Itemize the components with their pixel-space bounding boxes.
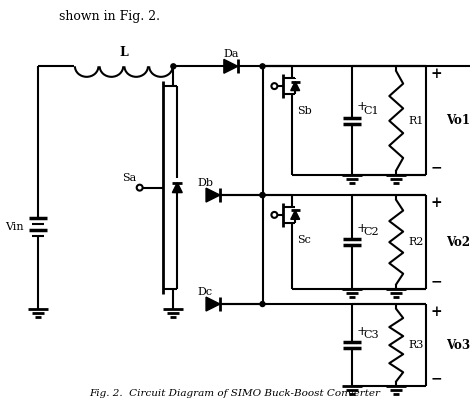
Circle shape xyxy=(260,64,265,69)
Text: +: + xyxy=(356,101,367,114)
Text: R3: R3 xyxy=(408,340,423,350)
Text: −: − xyxy=(431,371,443,385)
Circle shape xyxy=(260,302,265,306)
Text: +: + xyxy=(431,67,443,81)
Text: C2: C2 xyxy=(364,227,379,237)
Text: Sc: Sc xyxy=(297,235,311,245)
Polygon shape xyxy=(173,183,182,193)
Circle shape xyxy=(171,64,176,69)
Polygon shape xyxy=(224,59,238,73)
Text: Vo3: Vo3 xyxy=(446,339,470,352)
Text: +: + xyxy=(356,222,367,235)
Text: Vo1: Vo1 xyxy=(446,114,470,127)
Text: Fig. 2.  Circuit Diagram of SIMO Buck-Boost Converter: Fig. 2. Circuit Diagram of SIMO Buck-Boo… xyxy=(89,389,380,398)
Text: +: + xyxy=(356,325,367,338)
Text: Da: Da xyxy=(223,49,238,59)
Text: R1: R1 xyxy=(408,116,423,126)
Text: L: L xyxy=(119,46,128,59)
Text: +: + xyxy=(431,196,443,210)
Text: C3: C3 xyxy=(364,330,379,340)
Text: Vin: Vin xyxy=(5,222,24,232)
Text: +: + xyxy=(431,305,443,319)
Polygon shape xyxy=(291,82,300,91)
Polygon shape xyxy=(291,210,300,219)
Circle shape xyxy=(260,193,265,197)
Text: Vo2: Vo2 xyxy=(446,236,470,249)
Polygon shape xyxy=(206,188,220,202)
Text: Dc: Dc xyxy=(198,287,213,297)
Text: shown in Fig. 2.: shown in Fig. 2. xyxy=(59,10,160,23)
Text: Db: Db xyxy=(197,178,213,188)
Polygon shape xyxy=(206,297,220,311)
Text: −: − xyxy=(431,274,443,288)
Text: R2: R2 xyxy=(408,237,423,247)
Text: C1: C1 xyxy=(364,106,379,116)
Circle shape xyxy=(260,193,265,197)
Text: −: − xyxy=(431,160,443,174)
Text: Sa: Sa xyxy=(122,173,136,183)
Text: Sb: Sb xyxy=(297,106,312,116)
